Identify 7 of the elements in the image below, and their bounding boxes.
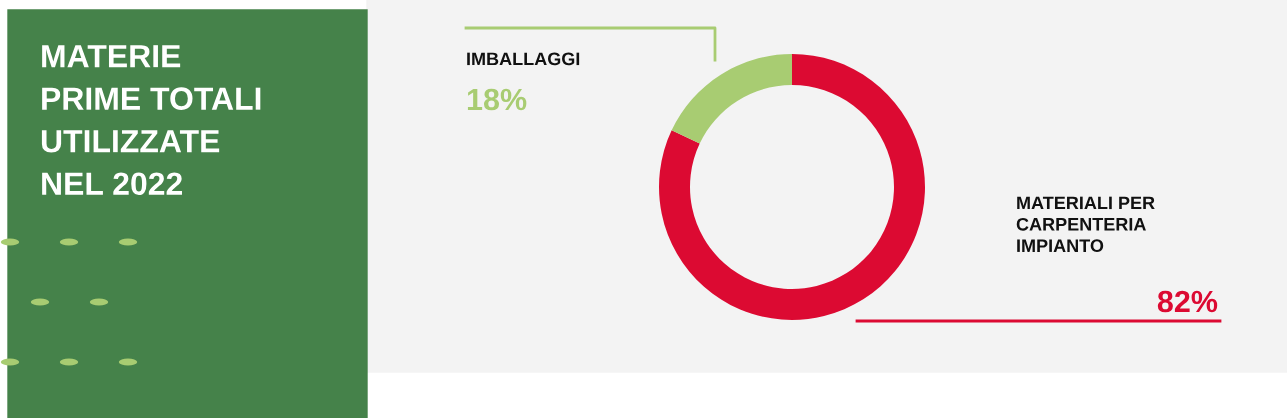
slice-label: MATERIALI PER CARPENTERIA IMPIANTO <box>1016 196 1155 253</box>
donut-slice <box>659 54 925 320</box>
donut-slice <box>671 54 792 144</box>
slice-label: IMBALLAGGI <box>467 52 580 66</box>
data-label: 18% <box>467 88 527 111</box>
text: MATERIE PRIME TOTALI UTILIZZATE NEL 2022 <box>41 45 261 195</box>
data-label: 82% <box>1157 290 1218 313</box>
